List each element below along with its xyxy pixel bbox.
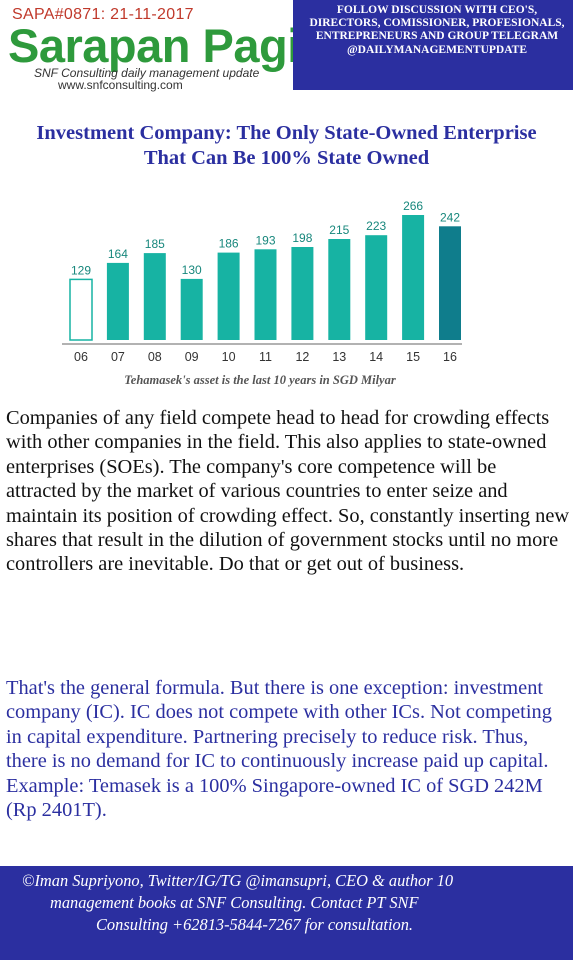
- issue-code: SAPA#0871: 21-11-2017: [12, 6, 194, 23]
- brand-logo-text: Sarapan Pagi: [8, 19, 300, 72]
- chart-bar-07: [106, 262, 129, 340]
- chart-category-label: 06: [74, 350, 88, 364]
- chart-bar-11: [254, 249, 277, 340]
- article-title: Investment Company: The Only State-Owned…: [36, 122, 537, 169]
- chart-bar-15: [402, 215, 425, 340]
- chart-category-label: 13: [332, 350, 346, 364]
- page-header: SAPA#0871: 21-11-2017 Sarapan Pagi SNF C…: [0, 0, 573, 118]
- chart-category-label: 10: [222, 350, 236, 364]
- chart-category-label: 15: [406, 350, 420, 364]
- chart-value-label: 164: [108, 247, 128, 261]
- asset-bar-chart: 129 06 164 07 185 08 130 09 186 10 193 11 198 12 215 13…: [62, 199, 462, 364]
- chart-category-label: 14: [369, 350, 383, 364]
- chart-value-label: 185: [145, 237, 165, 251]
- chart-value-label: 193: [255, 233, 275, 247]
- chart-bar-12: [291, 247, 314, 340]
- footer-line-3: Consulting +62813-5844-7267 for consulta…: [96, 915, 414, 934]
- chart-bar-10: [217, 252, 240, 340]
- chart-value-label: 266: [403, 199, 423, 213]
- chart-caption: Tehamasek's asset is the last 10 years i…: [124, 373, 396, 387]
- page-footer: ©Iman Supriyono, Twitter/IG/TG @imansupr…: [0, 866, 573, 960]
- chart-value-label: 223: [366, 219, 386, 233]
- chart-bar-13: [328, 239, 351, 340]
- chart-value-label: 129: [71, 263, 91, 277]
- chart-value-label: 215: [329, 223, 349, 237]
- chart-bar-06: [69, 278, 93, 341]
- body-paragraph-1: Companies of any field compete head to h…: [6, 407, 570, 576]
- chart-bar-14: [365, 235, 388, 340]
- follow-discussion-banner: FOLLOW DISCUSSION WITH CEO'S, DIRECTORS,…: [293, 0, 573, 90]
- brand-tagline: SNF Consulting daily management update: [34, 66, 260, 80]
- chart-category-label: 09: [185, 350, 199, 364]
- chart-value-label: 242: [440, 210, 460, 224]
- chart-bar-16: [439, 226, 461, 340]
- chart-bar-08: [143, 253, 166, 340]
- brand-url[interactable]: www.snfconsulting.com: [58, 78, 183, 92]
- chart-value-label: 130: [182, 263, 202, 277]
- body-paragraph-2: That's the general formula. But there is…: [6, 677, 552, 822]
- footer-line-1: ©Iman Supriyono, Twitter/IG/TG @imansupr…: [22, 871, 454, 890]
- chart-category-label: 16: [443, 350, 457, 364]
- chart-category-label: 12: [295, 350, 309, 364]
- chart-value-label: 198: [292, 231, 312, 245]
- footer-credit: ©Iman Supriyono, Twitter/IG/TG @imansupr…: [0, 870, 573, 936]
- chart-category-label: 08: [148, 350, 162, 364]
- chart-category-label: 07: [111, 350, 125, 364]
- chart-value-label: 186: [219, 237, 239, 251]
- chart-category-label: 11: [259, 350, 272, 364]
- footer-line-2: management books at SNF Consulting. Cont…: [50, 893, 419, 912]
- chart-bar-09: [180, 278, 203, 340]
